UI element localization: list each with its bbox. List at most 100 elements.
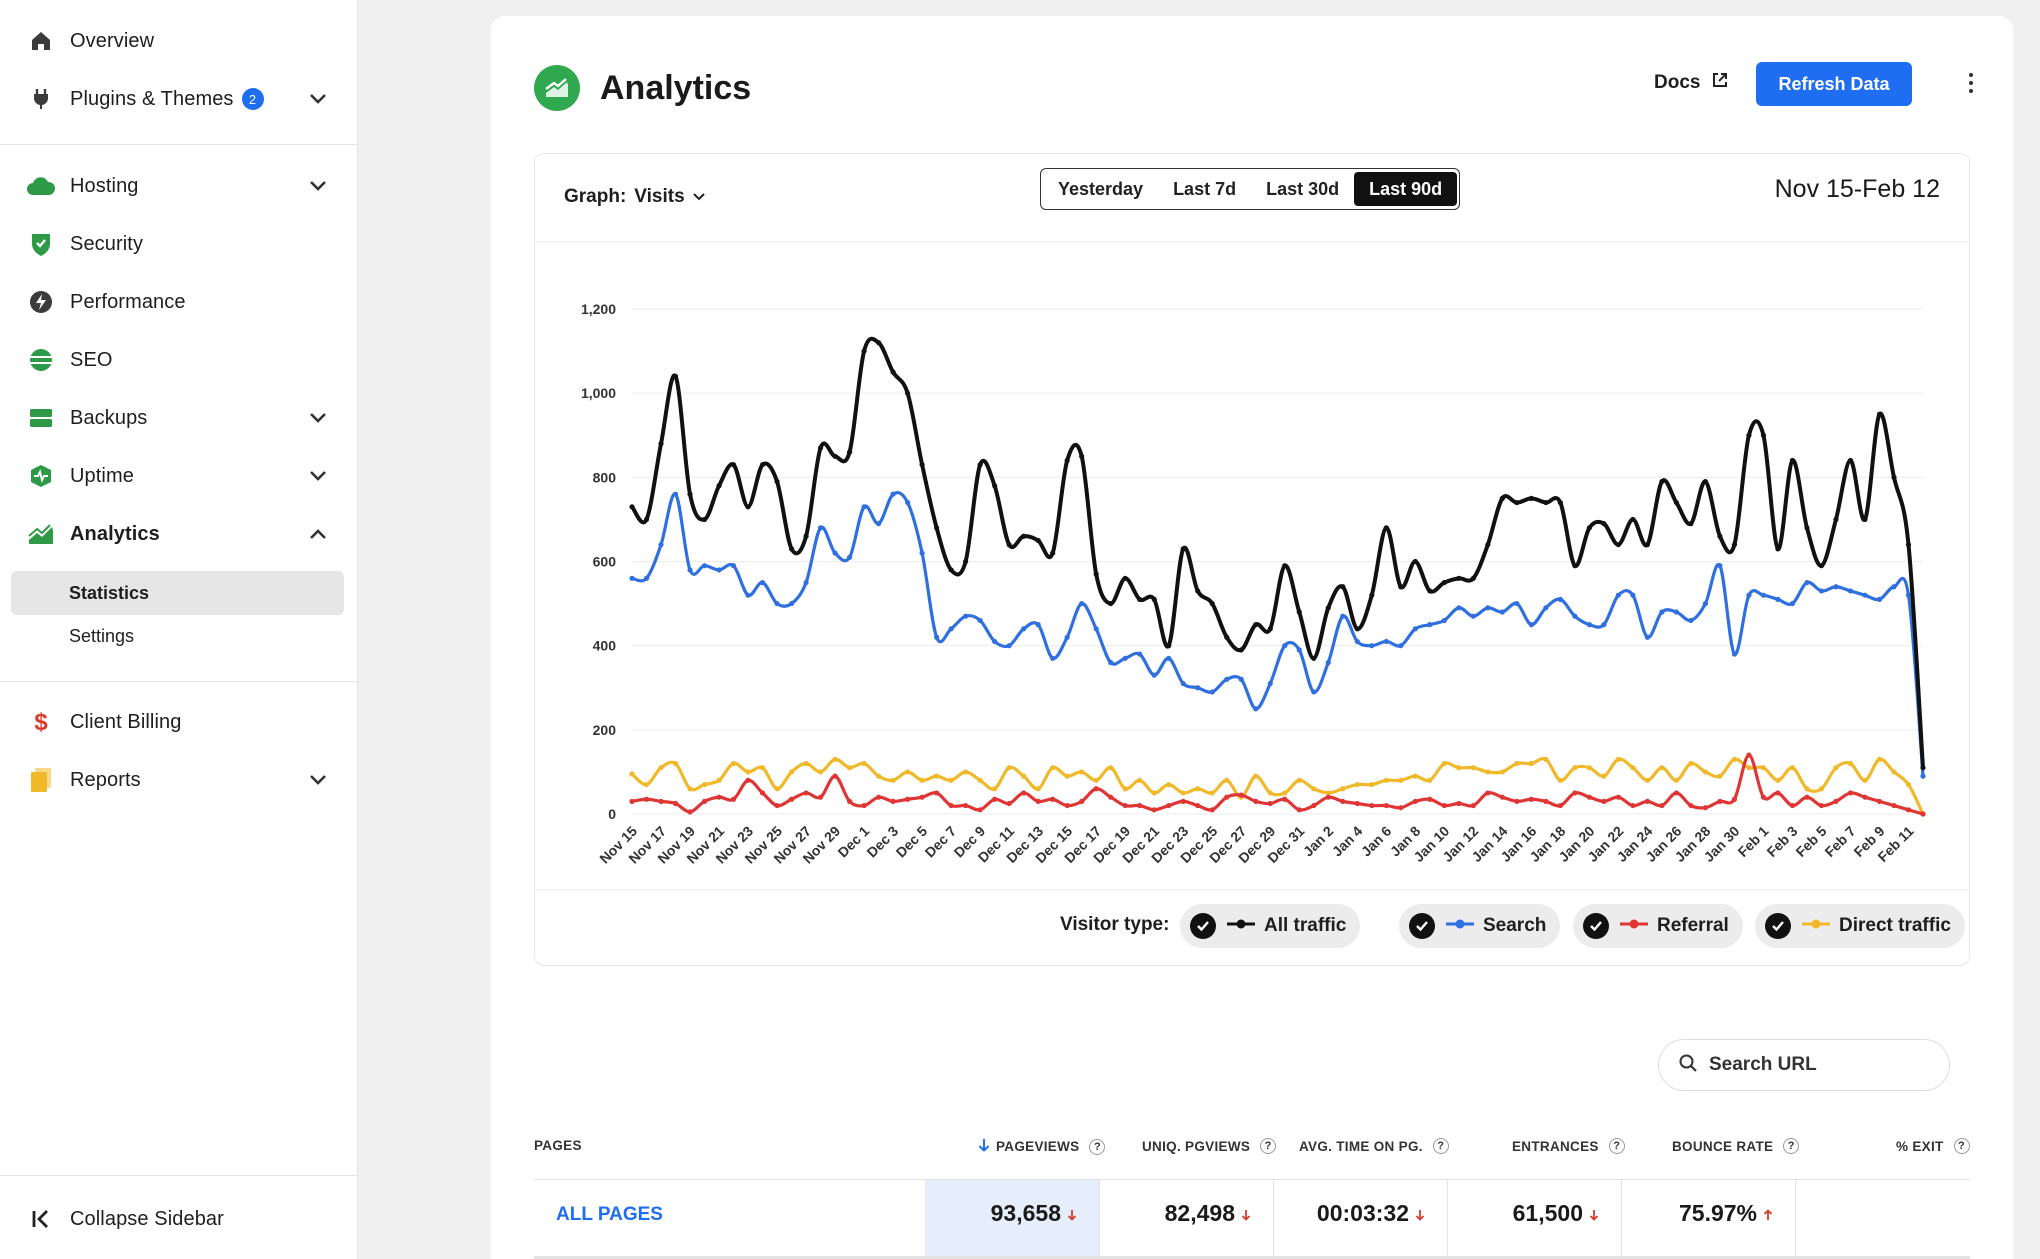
sidebar-item-label: Overview <box>70 29 155 52</box>
help-icon[interactable]: ? <box>1608 1138 1625 1154</box>
data-point-search <box>1804 579 1810 586</box>
column-header-bounce-rate[interactable]: BOUNCE RATE ? <box>1672 1138 1800 1154</box>
data-point-all-traffic <box>1064 457 1070 464</box>
refresh-data-button[interactable]: Refresh Data <box>1756 62 1912 106</box>
data-point-direct-traffic <box>1340 786 1346 792</box>
sidebar-subitem-settings[interactable]: Settings <box>69 625 135 646</box>
data-point-all-traffic <box>1775 546 1781 552</box>
data-point-all-traffic <box>1891 474 1897 480</box>
data-point-referral <box>977 807 983 813</box>
more-options-icon[interactable] <box>1956 68 1986 98</box>
data-point-referral <box>759 790 766 796</box>
data-point-direct-traffic <box>1688 760 1694 767</box>
column-header-exit[interactable]: % EXIT ? <box>1896 1138 1970 1154</box>
chevron-down-icon[interactable] <box>306 768 330 792</box>
help-icon[interactable]: ? <box>1432 1138 1449 1154</box>
sidebar-subitem-statistics[interactable]: Statistics <box>11 571 344 615</box>
data-point-all-traffic <box>1079 453 1085 459</box>
data-point-direct-traffic <box>1398 777 1404 783</box>
chevron-down-icon <box>692 193 705 201</box>
sidebar-item-backups[interactable]: Backups <box>0 393 358 443</box>
sidebar-item-performance[interactable]: Performance <box>0 277 358 327</box>
data-point-direct-traffic <box>1891 769 1897 775</box>
column-divider <box>1621 1180 1622 1256</box>
y-tick-label: 600 <box>593 554 617 570</box>
data-point-all-traffic <box>1644 542 1650 548</box>
sidebar-item-client-billing[interactable]: $ Client Billing <box>0 697 358 747</box>
data-point-search <box>1224 676 1230 682</box>
tab-last-30d[interactable]: Last 30d <box>1266 178 1340 199</box>
collapse-sidebar-button[interactable]: Collapse Sidebar <box>0 1194 358 1244</box>
data-point-direct-traffic <box>1296 777 1302 783</box>
tab-last-90d[interactable]: Last 90d <box>1354 172 1458 206</box>
legend-toggle-all-traffic[interactable]: All traffic <box>1180 904 1361 948</box>
external-link-icon <box>1712 72 1728 94</box>
column-header-pages[interactable]: PAGES <box>534 1138 582 1153</box>
column-header-entrances[interactable]: ENTRANCES ? <box>1512 1138 1625 1154</box>
document-icon <box>26 765 56 795</box>
data-point-search <box>948 626 954 632</box>
trend-down-icon <box>1589 1200 1599 1227</box>
data-point-referral <box>1543 798 1549 804</box>
cell-value: 82,498 <box>1164 1200 1235 1226</box>
data-point-search <box>1862 592 1868 598</box>
sidebar-item-plugins-themes[interactable]: Plugins & Themes 2 <box>0 74 358 124</box>
docs-link[interactable]: Docs <box>1654 72 1728 94</box>
sidebar-item-analytics[interactable]: Analytics <box>0 509 358 559</box>
sidebar-item-hosting[interactable]: Hosting <box>0 161 358 211</box>
home-icon <box>26 26 56 56</box>
line-marker-icon <box>1801 917 1831 935</box>
data-point-all-traffic <box>1151 596 1157 602</box>
column-header-avg-time[interactable]: AVG. TIME ON PG. ? <box>1299 1138 1449 1154</box>
help-icon[interactable]: ? <box>1089 1138 1106 1155</box>
data-point-search <box>1572 613 1578 619</box>
data-point-search <box>963 613 969 619</box>
column-header-pageviews[interactable]: PAGEVIEWS ? <box>978 1138 1106 1155</box>
sidebar-item-seo[interactable]: SEO <box>0 335 358 385</box>
shield-icon <box>26 229 56 259</box>
chevron-up-icon[interactable] <box>306 522 330 546</box>
sidebar-item-security[interactable]: Security <box>0 219 358 269</box>
data-point-search <box>1601 622 1607 628</box>
data-point-referral <box>1557 802 1563 809</box>
y-tick-label: 1,000 <box>581 385 616 401</box>
column-divider <box>1273 1180 1274 1256</box>
chevron-down-icon[interactable] <box>306 406 330 430</box>
data-point-referral <box>1572 790 1578 796</box>
graph-metric-select[interactable]: Graph: Visits <box>564 186 705 208</box>
help-icon[interactable]: ? <box>1953 1138 1970 1154</box>
data-point-search <box>1615 592 1621 598</box>
search-url-input[interactable] <box>1709 1054 1929 1076</box>
sidebar-item-overview[interactable]: Overview <box>0 16 358 66</box>
data-point-direct-traffic <box>1485 769 1491 775</box>
data-point-direct-traffic <box>803 760 809 767</box>
data-point-search <box>817 525 824 531</box>
sidebar-divider <box>0 144 358 145</box>
check-icon <box>1190 913 1216 939</box>
data-point-all-traffic <box>1876 411 1883 417</box>
help-icon[interactable]: ? <box>1260 1138 1277 1154</box>
chevron-down-icon[interactable] <box>306 87 330 111</box>
sidebar-item-reports[interactable]: Reports <box>0 755 358 805</box>
data-point-direct-traffic <box>948 777 954 783</box>
data-point-direct-traffic <box>846 765 853 771</box>
sidebar-item-uptime[interactable]: Uptime <box>0 451 358 501</box>
legend-toggle-search[interactable]: Search <box>1399 904 1561 948</box>
data-point-direct-traffic <box>1630 765 1636 771</box>
data-point-search <box>1557 596 1563 602</box>
data-point-all-traffic <box>1615 542 1621 548</box>
tab-yesterday[interactable]: Yesterday <box>1058 178 1144 199</box>
column-header-label: PAGES <box>534 1138 582 1153</box>
column-header-uniq-pgviews[interactable]: UNIQ. PGVIEWS ? <box>1142 1138 1277 1154</box>
data-point-search <box>919 550 925 556</box>
chevron-down-icon[interactable] <box>306 464 330 488</box>
chevron-down-icon[interactable] <box>306 174 330 198</box>
help-icon[interactable]: ? <box>1783 1138 1800 1154</box>
all-pages-link[interactable]: ALL PAGES <box>556 1204 663 1225</box>
legend-toggle-referral[interactable]: Referral <box>1573 904 1743 948</box>
legend-toggle-direct-traffic[interactable]: Direct traffic <box>1755 904 1965 948</box>
data-point-all-traffic <box>977 462 983 468</box>
data-point-all-traffic <box>1586 525 1592 531</box>
tab-last-7d[interactable]: Last 7d <box>1173 178 1237 199</box>
